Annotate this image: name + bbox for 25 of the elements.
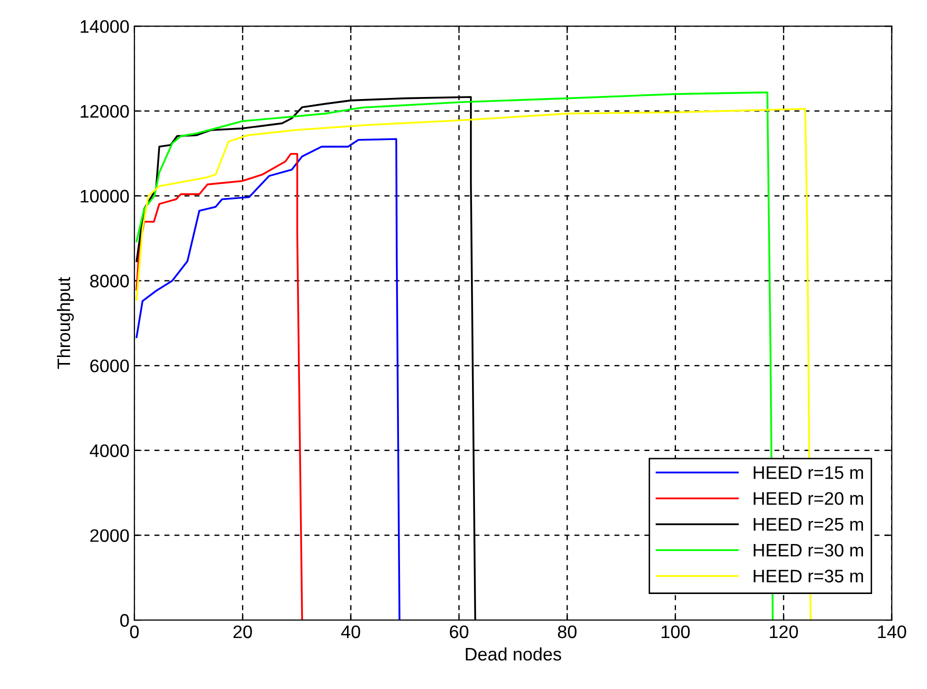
y-tick-label: 0	[120, 614, 129, 627]
y-tick-label: 2000	[90, 529, 129, 542]
y-tick-label: 4000	[90, 444, 129, 458]
y-tick-label: 10000	[80, 190, 129, 203]
legend-label: HEED r=15 m	[754, 466, 863, 480]
legend-label: HEED r=35 m	[754, 570, 863, 582]
x-tick-label: 140	[878, 625, 906, 638]
line-series	[136, 138, 400, 620]
x-tick-label: 0	[130, 625, 139, 638]
x-tick-label: 80	[558, 625, 577, 638]
x-tick-label: 100	[662, 625, 690, 638]
y-tick-label: 14000	[80, 20, 129, 33]
legend-label: HEED r=20 m	[754, 492, 863, 505]
x-tick-label: 40	[341, 625, 360, 638]
line-series	[136, 152, 304, 620]
y-axis-title: Throughput	[56, 277, 74, 369]
x-tick-label: 120	[770, 625, 798, 638]
x-tick-label: 60	[450, 625, 468, 638]
y-tick-label: 8000	[90, 274, 129, 288]
y-tick-label: 6000	[90, 360, 129, 372]
legend-label: HEED r=25 m	[754, 518, 863, 531]
legend-label: HEED r=30 m	[754, 544, 863, 557]
x-tick-label: 20	[233, 625, 252, 638]
y-tick-label: 12000	[80, 104, 129, 118]
x-axis-title: Dead nodes	[466, 647, 562, 661]
